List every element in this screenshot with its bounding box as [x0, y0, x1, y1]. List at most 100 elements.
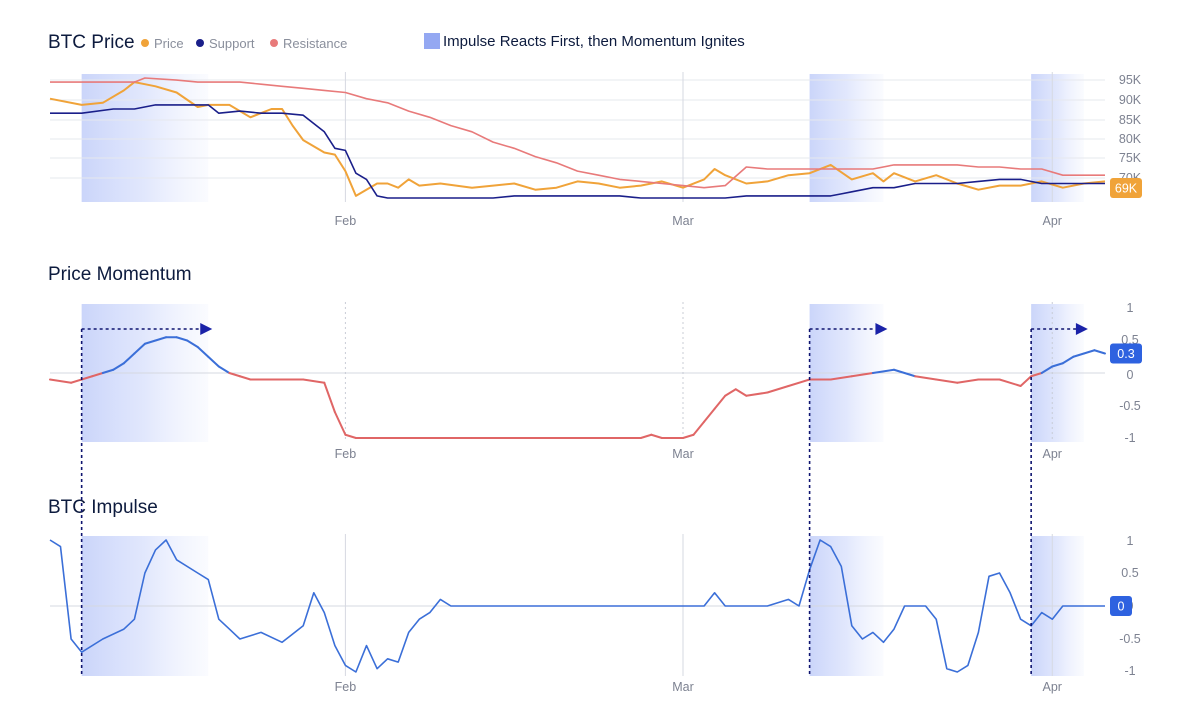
- momentum-segment: [1072, 352, 1085, 358]
- momentum-segment: [1061, 355, 1075, 365]
- y-tick-label: -1: [1124, 431, 1135, 445]
- current-value-label: 69K: [1115, 182, 1138, 196]
- arrow-head: [200, 323, 213, 335]
- y-tick-label: 1: [1127, 301, 1134, 315]
- series-layer: [49, 77, 1106, 673]
- y-tick-label: -0.5: [1119, 632, 1141, 646]
- momentum-segment: [133, 342, 146, 355]
- momentum-segment: [49, 378, 73, 384]
- momentum-segment: [713, 394, 727, 410]
- x-tick-label: Mar: [672, 214, 694, 228]
- x-tick-label: Feb: [335, 447, 357, 461]
- support-line: [50, 104, 1105, 199]
- highlight-region: [81, 74, 209, 202]
- arrow-head: [875, 323, 888, 335]
- momentum-segment: [914, 375, 938, 381]
- x-tick-label: Apr: [1043, 447, 1062, 461]
- momentum-segment: [639, 433, 653, 439]
- momentum-segment: [122, 352, 136, 365]
- highlight-region: [809, 74, 884, 202]
- support-legend-dot: [196, 39, 204, 47]
- x-tick-label: Apr: [1043, 680, 1062, 694]
- x-tick-label: Feb: [335, 214, 357, 228]
- highlight-legend-swatch: [424, 33, 440, 49]
- y-tick-label: 80K: [1119, 132, 1142, 146]
- arrow-head: [1075, 323, 1088, 335]
- momentum-segment: [787, 378, 811, 387]
- annotation-layer: FebMarApr95K90K85K80K75K70K69KFebMarApr1…: [80, 73, 1142, 694]
- impulse-chart-title: BTC Impulse: [48, 497, 158, 518]
- y-tick-label: -1: [1124, 664, 1135, 678]
- momentum-segment: [766, 385, 790, 394]
- momentum-segment: [692, 420, 706, 436]
- momentum-segment: [724, 388, 737, 397]
- resistance-line: [50, 77, 1105, 189]
- momentum-segment: [344, 433, 357, 439]
- y-tick-label: 90K: [1119, 93, 1142, 107]
- momentum-segment: [101, 368, 115, 374]
- momentum-segment: [1051, 362, 1064, 368]
- highlight-legend: Impulse Reacts First, then Momentum Igni…: [424, 33, 745, 50]
- y-tick-label: 1: [1127, 534, 1134, 548]
- current-value-label: 0.3: [1117, 347, 1134, 361]
- momentum-chart-title: Price Momentum: [48, 264, 192, 285]
- support-legend-label: Support: [209, 36, 255, 51]
- current-value-label: 0: [1118, 600, 1125, 614]
- momentum-segment: [228, 372, 241, 378]
- momentum-segment: [935, 378, 959, 384]
- momentum-segment: [850, 372, 874, 378]
- momentum-segment: [956, 378, 980, 384]
- momentum-segment: [1019, 375, 1033, 387]
- price-legend-dot: [141, 39, 149, 47]
- y-tick-label: 0.5: [1121, 566, 1138, 580]
- y-tick-label: -0.5: [1119, 399, 1141, 413]
- momentum-segment: [333, 411, 347, 436]
- momentum-segment: [302, 378, 326, 384]
- momentum-segment: [217, 365, 231, 374]
- resistance-legend-label: Resistance: [283, 36, 347, 51]
- momentum-segment: [871, 368, 895, 374]
- highlight-legend-label: Impulse Reacts First, then Momentum Igni…: [443, 33, 745, 50]
- momentum-segment: [154, 336, 168, 342]
- momentum-segment: [175, 336, 189, 342]
- momentum-segment: [112, 362, 125, 371]
- momentum-segment: [998, 378, 1022, 387]
- x-tick-label: Apr: [1043, 214, 1062, 228]
- y-tick-label: 75K: [1119, 151, 1142, 165]
- background-layer: [50, 72, 1105, 676]
- resistance-legend-dot: [270, 39, 278, 47]
- price-legend: Price Support Resistance: [141, 36, 347, 51]
- price-legend-label: Price: [154, 36, 184, 51]
- x-tick-label: Mar: [672, 447, 694, 461]
- momentum-segment: [829, 375, 853, 381]
- current-value-badge: [1110, 596, 1132, 616]
- impulse-line: [49, 539, 1105, 673]
- momentum-segment: [207, 355, 220, 368]
- price-line: [49, 81, 1106, 197]
- momentum-segment: [1082, 349, 1096, 355]
- momentum-segment: [1030, 372, 1043, 378]
- momentum-segment: [745, 391, 769, 397]
- x-tick-label: Mar: [672, 680, 694, 694]
- momentum-segment: [1040, 365, 1054, 374]
- momentum-segment: [196, 346, 210, 358]
- momentum-segment: [682, 433, 695, 439]
- momentum-segment: [323, 381, 336, 413]
- price-chart-title: BTC Price: [48, 32, 135, 53]
- y-tick-label: 85K: [1119, 113, 1142, 127]
- highlight-region: [1031, 74, 1084, 202]
- x-tick-label: Feb: [335, 680, 357, 694]
- momentum-segment: [1093, 349, 1106, 355]
- current-value-badge: [1110, 343, 1142, 364]
- current-value-badge: [1110, 178, 1142, 198]
- momentum-segment: [186, 339, 199, 348]
- momentum-segment: [238, 375, 252, 381]
- momentum-segment: [734, 388, 748, 397]
- momentum-segment: [893, 368, 917, 378]
- momentum-segment: [70, 378, 83, 384]
- momentum-segment: [91, 372, 104, 378]
- momentum-segment: [703, 407, 716, 423]
- momentum-segment: [650, 433, 663, 439]
- y-tick-label: 95K: [1119, 73, 1142, 87]
